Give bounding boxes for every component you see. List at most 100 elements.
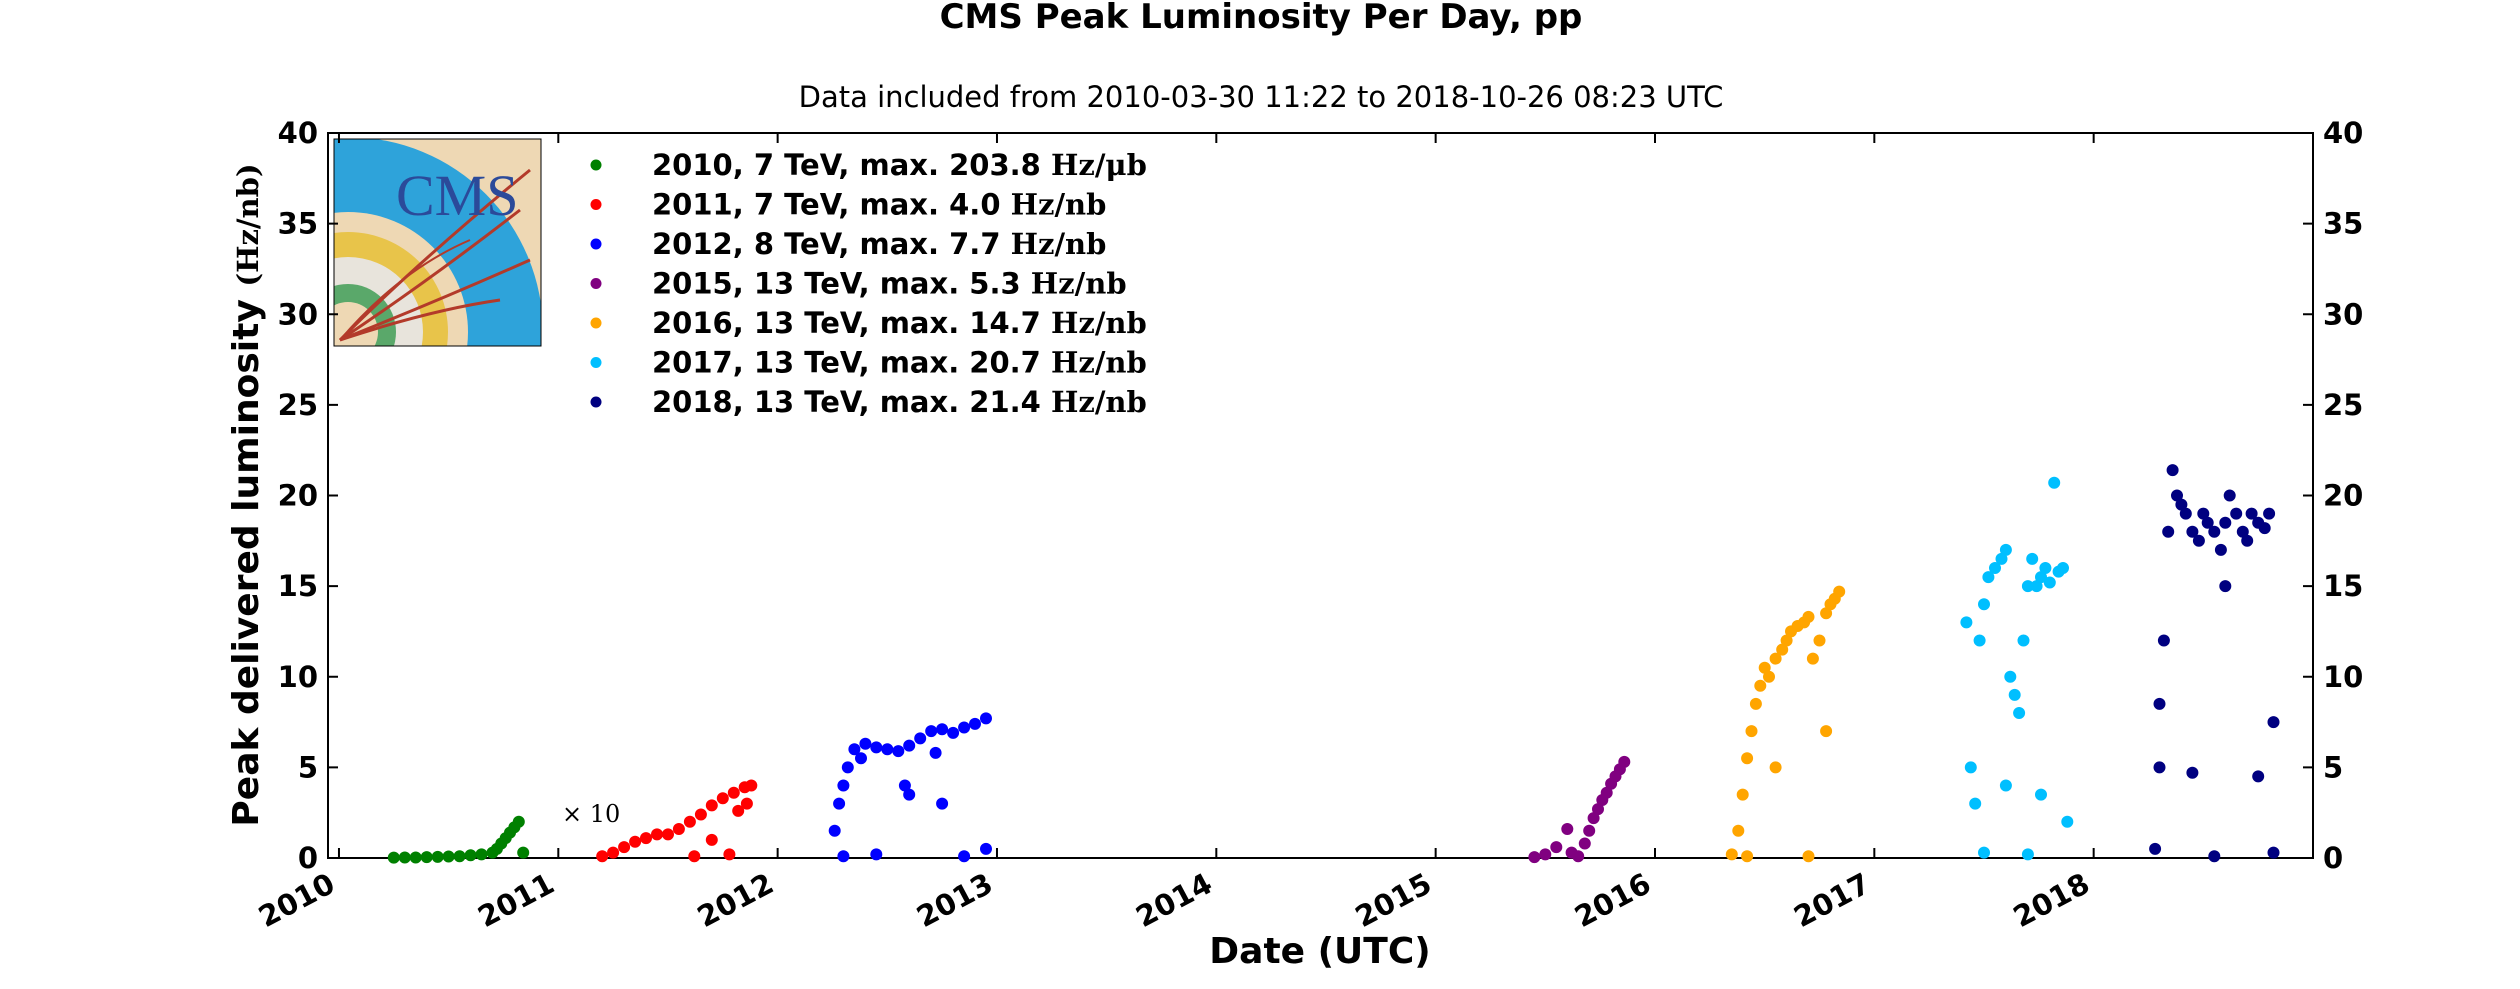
- data-point-series-5: [1978, 598, 1990, 611]
- data-point-series-6: [2263, 507, 2276, 520]
- data-point-series-5: [2013, 707, 2026, 719]
- data-point-series-5: [1973, 634, 1986, 647]
- data-point-series-2: [898, 779, 911, 792]
- data-point-series-1: [732, 804, 745, 817]
- data-point-series-6: [2223, 489, 2236, 502]
- data-point-series-1: [672, 823, 685, 835]
- y-tick-label-right: 0: [2323, 841, 2343, 875]
- x-tick-label: 2016: [1569, 866, 1656, 934]
- y-tick-label-left: 15: [278, 569, 318, 603]
- data-point-series-3: [1528, 851, 1541, 864]
- data-point-series-5: [2043, 576, 2056, 589]
- data-point-series-6: [2162, 525, 2175, 538]
- data-point-series-2: [855, 752, 867, 765]
- y-tick-label-left: 40: [278, 116, 318, 150]
- data-point-series-2: [980, 842, 992, 855]
- data-point-series-0: [517, 846, 530, 859]
- x-tick-label: 2013: [911, 866, 998, 934]
- data-point-series-1: [694, 808, 707, 821]
- data-point-series-6: [2252, 770, 2265, 783]
- y-tick-label-right: 35: [2323, 207, 2363, 241]
- chart-title: CMS Peak Luminosity Per Day, pp: [940, 0, 1583, 37]
- data-point-series-2: [859, 737, 872, 750]
- legend-marker: [590, 238, 602, 250]
- legend-unit: Hz/nb: [1051, 346, 1147, 380]
- data-point-series-3: [1539, 848, 1552, 861]
- data-point-series-2: [958, 850, 971, 863]
- data-point-series-6: [2267, 716, 2280, 729]
- y-axis-label-text: Peak delivered luminosity: [226, 299, 267, 826]
- data-point-series-1: [607, 846, 620, 859]
- legend-unit: Hz/nb: [1011, 188, 1107, 222]
- data-point-series-4: [1732, 824, 1745, 837]
- data-point-series-6: [2166, 464, 2179, 477]
- data-point-series-4: [1802, 610, 1815, 623]
- data-point-series-5: [1964, 761, 1977, 774]
- y-tick-label-right: 40: [2323, 116, 2363, 150]
- y-tick-label-left: 20: [278, 479, 318, 513]
- data-point-series-5: [1982, 571, 1995, 584]
- data-point-series-0: [464, 849, 477, 862]
- data-point-series-6: [2241, 534, 2254, 547]
- data-point-series-6: [2153, 761, 2166, 774]
- data-point-series-5: [1969, 797, 1982, 810]
- y-tick-label-left: 10: [278, 660, 318, 694]
- data-point-series-2: [837, 779, 850, 792]
- data-point-series-6: [2219, 580, 2232, 593]
- data-point-series-5: [2035, 788, 2047, 801]
- y-tick-label-left: 5: [298, 750, 318, 784]
- legend-unit: Hz/μb: [1051, 148, 1147, 182]
- legend-marker: [590, 159, 602, 171]
- data-point-series-2: [870, 848, 883, 861]
- data-point-series-5: [2039, 562, 2052, 574]
- legend-marker: [590, 357, 602, 368]
- data-point-series-3: [1618, 755, 1631, 768]
- svg-text:Peak delivered luminosity (Hz/: Peak delivered luminosity (Hz/nb): [226, 163, 267, 826]
- data-point-series-1: [629, 835, 642, 848]
- y-tick-label-right: 5: [2323, 750, 2343, 784]
- data-point-series-2: [929, 746, 942, 759]
- data-point-series-4: [1749, 697, 1762, 710]
- data-point-series-4: [1820, 725, 1833, 738]
- data-point-series-1: [727, 786, 740, 799]
- data-point-series-4: [1754, 679, 1767, 692]
- x-tick-label: 2015: [1350, 866, 1437, 934]
- y-tick-label-right: 25: [2323, 388, 2363, 422]
- y-axis-label: Peak delivered luminosity (Hz/nb): [226, 163, 267, 826]
- data-point-series-0: [420, 851, 433, 864]
- data-point-series-6: [2186, 525, 2199, 538]
- data-point-series-2: [980, 712, 992, 725]
- data-point-series-2: [947, 726, 960, 739]
- data-point-series-5: [2017, 634, 2030, 647]
- legend-marker: [590, 317, 602, 329]
- data-point-series-6: [2201, 516, 2214, 529]
- data-point-series-4: [1725, 848, 1738, 861]
- data-point-series-4: [1736, 788, 1749, 801]
- legend: 2010, 7 TeV, max. 203.8 Hz/μb 2011, 7 TeV…: [590, 148, 1147, 419]
- data-point-series-2: [958, 721, 971, 734]
- data-point-series-0: [431, 850, 444, 863]
- legend-entry: 2010, 7 TeV, max. 203.8 Hz/μb: [652, 148, 1147, 182]
- legend-unit: Hz/nb: [1051, 306, 1147, 340]
- y-axis-label-unit: (Hz/nb): [231, 163, 265, 286]
- data-point-series-5: [1999, 779, 2012, 792]
- data-point-series-3: [1583, 824, 1596, 837]
- data-point-series-6: [2230, 507, 2243, 520]
- data-point-series-4: [1802, 850, 1815, 863]
- legend-entry: 2012, 8 TeV, max. 7.7 Hz/nb: [652, 227, 1106, 261]
- data-point-series-1: [596, 850, 609, 863]
- y-axis-right: 0 5 10 15 20 25 30 35 40: [2303, 116, 2363, 875]
- x-axis-label: Date (UTC): [1209, 931, 1430, 972]
- data-point-series-2: [848, 743, 861, 756]
- y-tick-label-right: 20: [2323, 479, 2363, 513]
- data-point-series-1: [745, 779, 758, 792]
- data-point-series-0: [453, 850, 466, 863]
- x-tick-label: 2010: [253, 866, 340, 934]
- y-axis-left: 0 5 10 15 20 25 30 35 40: [278, 116, 338, 875]
- data-point-series-6: [2149, 842, 2162, 855]
- data-point-series-3: [1550, 841, 1563, 854]
- data-point-series-1: [688, 850, 701, 863]
- cms-logo: CMS: [333, 138, 542, 347]
- scale-annotation: × 10: [562, 800, 620, 828]
- data-point-series-2: [833, 797, 846, 810]
